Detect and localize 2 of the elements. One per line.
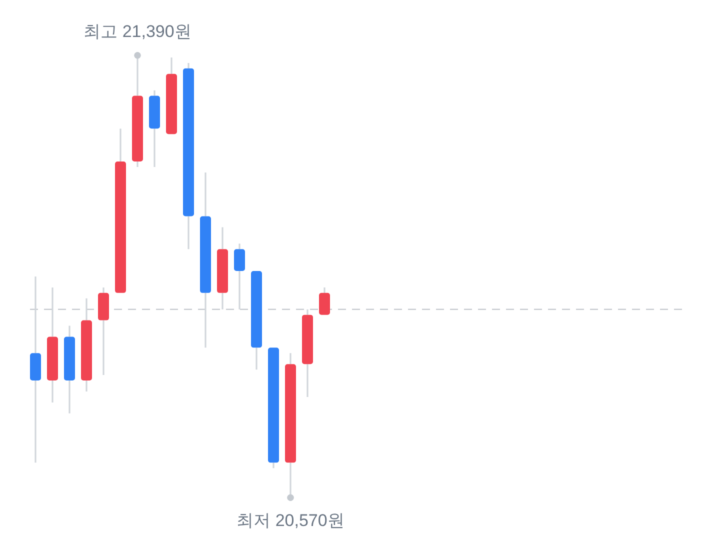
annotation: 최저 20,570원 (236, 511, 344, 530)
annotation: 최고 21,390원 (84, 22, 192, 41)
